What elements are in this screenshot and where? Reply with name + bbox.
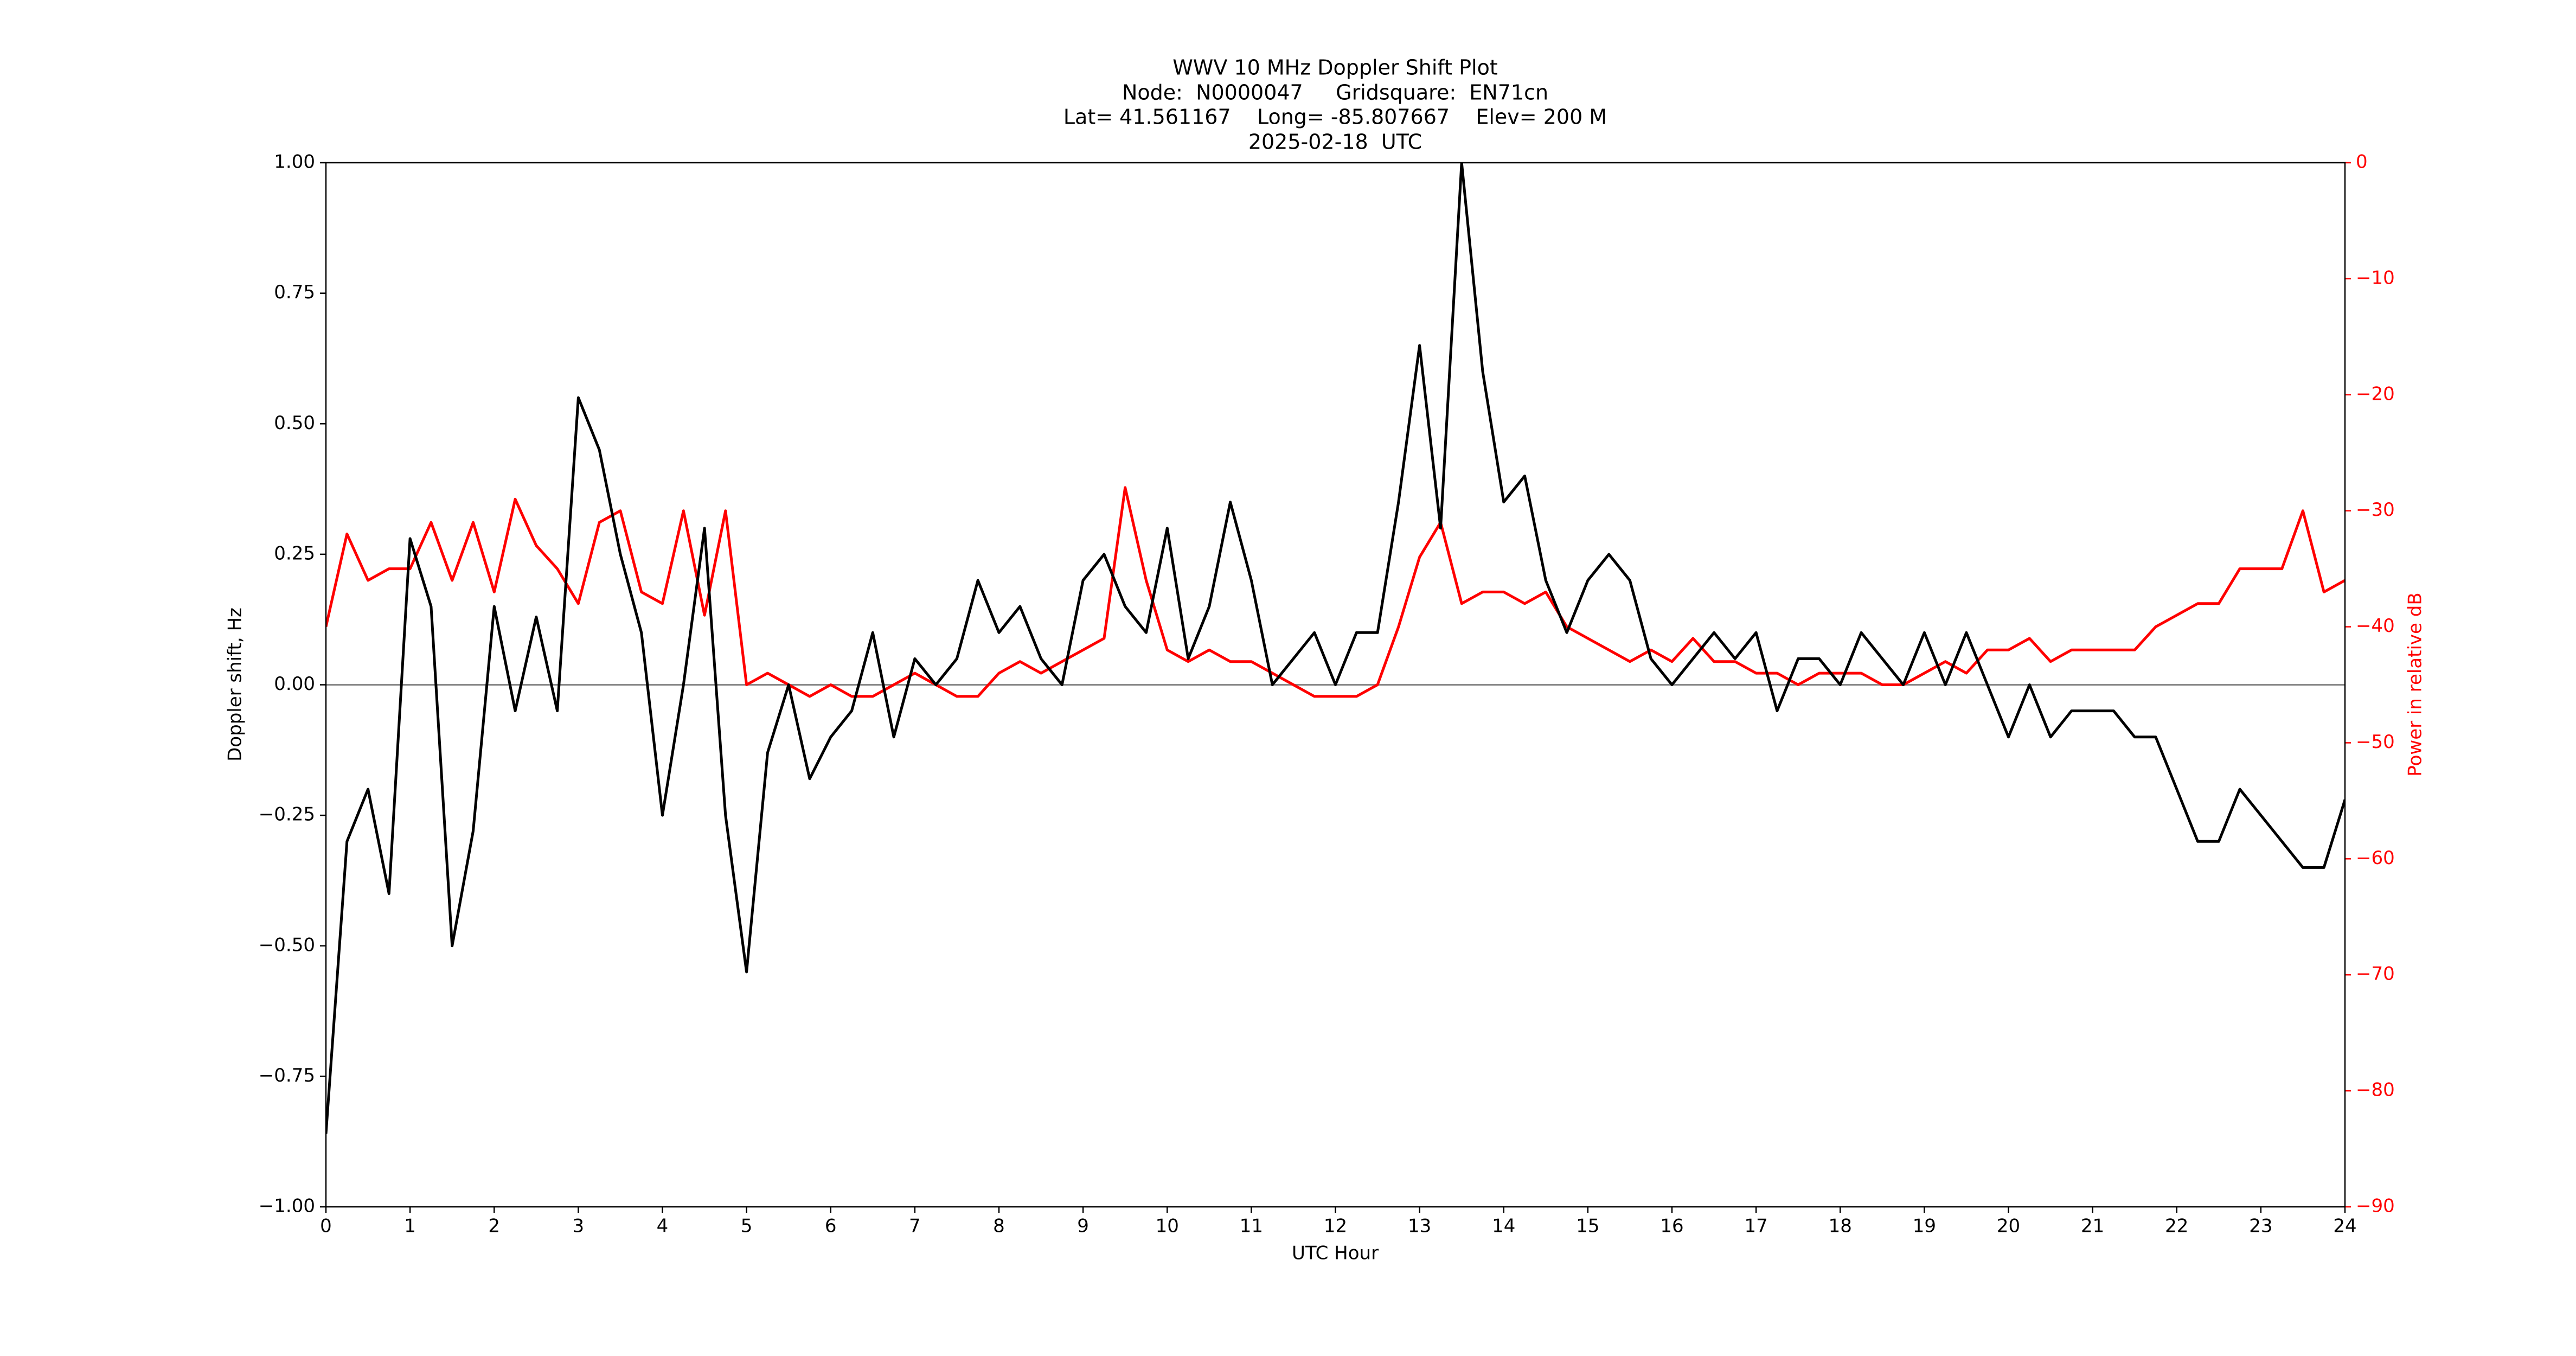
y2-tick-label: −50 xyxy=(2356,731,2395,753)
y-tick-label: 0.25 xyxy=(274,542,315,564)
y2-tick-label: −60 xyxy=(2356,847,2395,869)
y2-tick-label: −10 xyxy=(2356,267,2395,289)
x-tick-label: 2 xyxy=(488,1216,500,1237)
x-tick-label: 20 xyxy=(1997,1216,2020,1237)
plot-frame xyxy=(325,162,2346,1208)
y2-tick-label: −40 xyxy=(2356,615,2395,637)
x-tick-label: 18 xyxy=(1829,1216,1852,1237)
y2-tick-label: 0 xyxy=(2356,151,2368,173)
x-tick-label: 12 xyxy=(1324,1216,1347,1237)
y-tick-label: 0.75 xyxy=(274,282,315,303)
x-tick-label: 23 xyxy=(2249,1216,2272,1237)
x-tick-label: 1 xyxy=(404,1216,416,1237)
y-tick-label: −0.75 xyxy=(259,1065,315,1086)
y2-tick-label: −30 xyxy=(2356,499,2395,521)
x-tick-label: 24 xyxy=(2333,1216,2356,1237)
x-tick-label: 22 xyxy=(2165,1216,2188,1237)
y2-tick-label: −80 xyxy=(2356,1079,2395,1101)
x-tick-label: 0 xyxy=(320,1216,332,1237)
x-tick-label: 19 xyxy=(1913,1216,1936,1237)
x-tick-label: 17 xyxy=(1744,1216,1767,1237)
x-tick-label: 9 xyxy=(1077,1216,1089,1237)
data-line xyxy=(326,163,2345,1134)
y-tick-label: 0.50 xyxy=(274,412,315,434)
x-tick-label: 16 xyxy=(1660,1216,1683,1237)
y-tick-label: −0.25 xyxy=(259,804,315,826)
x-axis-label: UTC Hour xyxy=(1292,1243,1379,1264)
x-tick-label: 5 xyxy=(741,1216,753,1237)
x-tick-label: 6 xyxy=(825,1216,837,1237)
y-tick-label: −0.50 xyxy=(259,934,315,956)
x-tick-label: 21 xyxy=(2081,1216,2104,1237)
chart-subtitle: Node: N0000047 Gridsquare: EN71cn xyxy=(1122,81,1548,105)
y-axis-label: Doppler shift, Hz xyxy=(225,607,246,762)
y-tick-label: −1.00 xyxy=(259,1195,315,1217)
data-line xyxy=(326,486,2345,698)
x-tick-label: 10 xyxy=(1156,1216,1179,1237)
y2-axis-label: Power in relative dB xyxy=(2405,592,2426,776)
y2-tick-label: −70 xyxy=(2356,963,2395,985)
x-tick-label: 15 xyxy=(1576,1216,1599,1237)
chart-title: WWV 10 MHz Doppler Shift Plot xyxy=(1172,56,1498,80)
y2-tick-label: −90 xyxy=(2356,1195,2395,1217)
y-tick-label: 0.00 xyxy=(274,673,315,695)
x-tick-label: 4 xyxy=(657,1216,669,1237)
x-tick-label: 11 xyxy=(1240,1216,1263,1237)
chart-subtitle: 2025-02-18 UTC xyxy=(1248,130,1422,154)
x-tick-label: 3 xyxy=(573,1216,585,1237)
x-tick-label: 7 xyxy=(909,1216,921,1237)
x-tick-label: 13 xyxy=(1408,1216,1431,1237)
x-tick-label: 14 xyxy=(1492,1216,1515,1237)
x-tick-label: 8 xyxy=(993,1216,1005,1237)
y-tick-label: 1.00 xyxy=(274,151,315,173)
y2-tick-label: −20 xyxy=(2356,383,2395,405)
chart-subtitle: Lat= 41.561167 Long= -85.807667 Elev= 20… xyxy=(1063,105,1607,129)
